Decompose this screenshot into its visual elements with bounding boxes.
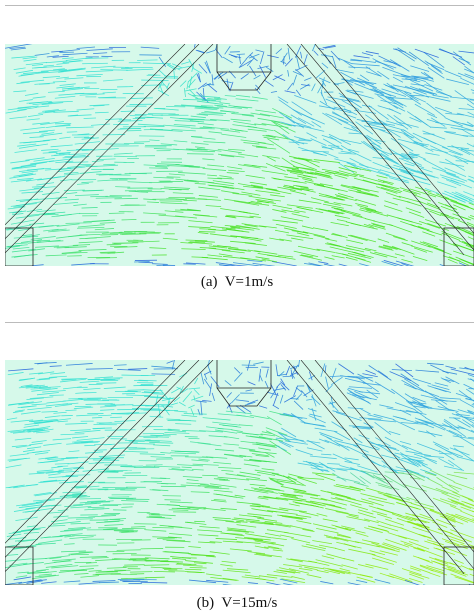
- velocity-vector: [202, 475, 218, 476]
- velocity-vector: [88, 507, 105, 508]
- caption: (b) V=15m/s: [0, 595, 474, 612]
- velocity-vector: [94, 450, 107, 451]
- velocity-vector: [199, 232, 215, 233]
- divider: [5, 5, 474, 6]
- velocity-vector: [121, 507, 132, 508]
- velocity-vector: [129, 449, 155, 450]
- velocity-vector: [190, 567, 207, 568]
- velocity-vector: [152, 527, 173, 528]
- velocity-vector: [114, 156, 137, 157]
- velocity-vector: [49, 395, 63, 396]
- velocity-vector: [117, 550, 141, 551]
- velocity-vector: [130, 572, 152, 573]
- velocity-vector: [108, 497, 129, 498]
- velocity-vector: [82, 63, 108, 64]
- velocity-vector: [134, 142, 150, 143]
- velocity-vector: [145, 577, 165, 578]
- vector-plot: [5, 44, 474, 266]
- velocity-vector: [100, 252, 116, 253]
- velocity-vector: [175, 199, 187, 200]
- vector-plot: [5, 360, 474, 585]
- velocity-vector: [187, 154, 214, 155]
- divider: [5, 322, 474, 323]
- caption: (a) V=1m/s: [0, 274, 474, 291]
- velocity-vector: [149, 182, 173, 183]
- velocity-vector: [84, 118, 96, 119]
- figure: (a) V=1m/s (b) V=15m/s: [0, 0, 474, 616]
- velocity-vector: [201, 106, 214, 107]
- velocity-vector: [145, 441, 160, 442]
- velocity-vector: [65, 223, 91, 224]
- velocity-vector: [114, 198, 137, 199]
- velocity-vector: [190, 242, 206, 243]
- velocity-vector: [79, 498, 101, 499]
- velocity-vector: [121, 111, 135, 112]
- velocity-vector: [66, 457, 88, 458]
- velocity-vector: [115, 187, 130, 188]
- velocity-vector: [144, 565, 169, 566]
- velocity-vector: [111, 414, 130, 415]
